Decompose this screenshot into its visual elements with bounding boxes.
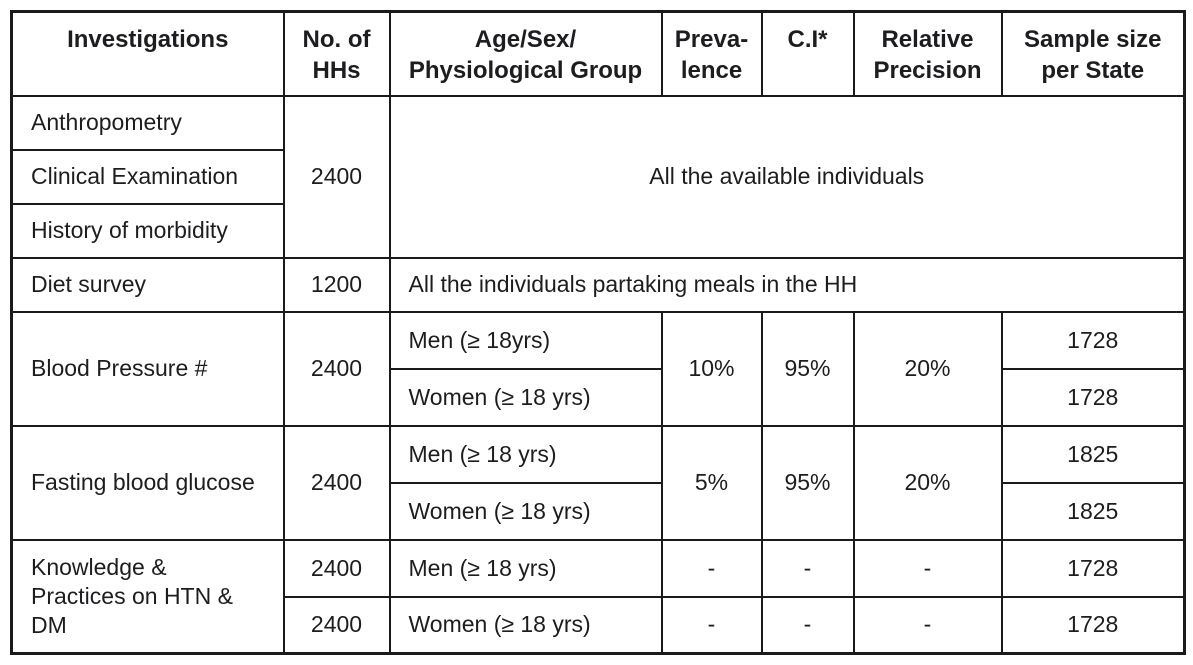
cell-investigation-fasting-glucose: Fasting blood glucose: [10, 424, 285, 541]
cell-sample-bp-men: 1728: [1000, 310, 1186, 370]
cell-precision-knowledge-women: -: [852, 595, 1003, 655]
cell-group-knowledge-men: Men (≥ 18 yrs): [388, 538, 663, 598]
cell-sample-knowledge-men: 1728: [1000, 538, 1186, 598]
cell-investigation-diet-survey: Diet survey: [10, 256, 285, 313]
cell-hhs-diet: 1200: [282, 256, 391, 313]
cell-ci-knowledge-women: -: [760, 595, 855, 655]
cell-sample-fbg-women: 1825: [1000, 481, 1186, 541]
cell-investigation-history-of-morbidity: History of morbidity: [10, 202, 285, 259]
cell-prevalence-knowledge-men: -: [660, 538, 763, 598]
cell-ci-fbg: 95%: [760, 424, 855, 541]
cell-prevalence-fbg: 5%: [660, 424, 763, 541]
col-header-investigations: Investigations: [10, 10, 285, 97]
cell-hhs-knowledge-women: 2400: [282, 595, 391, 655]
row-history-of-morbidity: History of morbidity: [10, 202, 1185, 259]
cell-ci-bp: 95%: [760, 310, 855, 427]
row-clinical-examination: Clinical Examination: [10, 148, 1185, 205]
cell-precision-bp: 20%: [852, 310, 1003, 427]
row-anthropometry: Anthropometry 2400 All the available ind…: [10, 94, 1186, 259]
cell-group-bp-men: Men (≥ 18yrs): [388, 310, 663, 370]
col-header-age-sex-group: Age/Sex/ Physiological Group: [388, 10, 663, 97]
cell-sample-knowledge-women: 1728: [1000, 595, 1186, 655]
col-header-ci: C.I*: [760, 10, 855, 97]
row-fasting-glucose-men: Fasting blood glucose 2400 Men (≥ 18 yrs…: [10, 424, 1186, 541]
cell-prevalence-bp: 10%: [660, 310, 763, 427]
investigations-sampling-table: Investigations No. of HHs Age/Sex/ Physi…: [10, 10, 1186, 655]
cell-hhs-general: 2400: [282, 94, 391, 259]
cell-investigation-anthropometry: Anthropometry: [10, 94, 285, 151]
cell-note-partaking-meals: All the individuals partaking meals in t…: [388, 256, 1186, 313]
cell-sample-bp-women: 1728: [1000, 367, 1186, 427]
cell-investigation-blood-pressure: Blood Pressure #: [10, 310, 285, 427]
header-row: Investigations No. of HHs Age/Sex/ Physi…: [10, 10, 1186, 97]
row-diet-survey: Diet survey 1200 All the individuals par…: [10, 256, 1186, 313]
row-blood-pressure-women: Women (≥ 18 yrs) 1728: [12, 367, 1186, 427]
cell-sample-fbg-men: 1825: [1000, 424, 1186, 484]
col-header-prevalence: Preva- lence: [660, 10, 763, 97]
cell-note-all-available: All the available individuals: [388, 94, 1186, 259]
col-header-relative-precision: Relative Precision: [852, 10, 1003, 97]
cell-prevalence-knowledge-women: -: [660, 595, 763, 655]
cell-precision-knowledge-men: -: [852, 538, 1003, 598]
row-blood-pressure-men: Blood Pressure # 2400 Men (≥ 18yrs) 10% …: [10, 310, 1186, 427]
cell-ci-knowledge-men: -: [760, 538, 855, 598]
cell-group-fbg-women: Women (≥ 18 yrs): [388, 481, 663, 541]
cell-hhs-knowledge-men: 2400: [282, 538, 391, 598]
row-knowledge-men: Knowledge & Practices on HTN & DM 2400 M…: [10, 538, 1186, 655]
cell-investigation-knowledge: Knowledge & Practices on HTN & DM: [10, 538, 285, 655]
col-header-sample-size: Sample size per State: [1000, 10, 1186, 97]
cell-hhs-fasting-glucose: 2400: [282, 424, 391, 541]
row-fasting-glucose-women: Women (≥ 18 yrs) 1825: [12, 481, 1186, 541]
cell-investigation-clinical-examination: Clinical Examination: [10, 148, 285, 205]
cell-group-fbg-men: Men (≥ 18 yrs): [388, 424, 663, 484]
cell-precision-fbg: 20%: [852, 424, 1003, 541]
cell-group-knowledge-women: Women (≥ 18 yrs): [388, 595, 663, 655]
row-knowledge-women: 2400 Women (≥ 18 yrs) - - - 1728: [12, 595, 1186, 655]
cell-hhs-blood-pressure: 2400: [282, 310, 391, 427]
cell-group-bp-women: Women (≥ 18 yrs): [388, 367, 663, 427]
col-header-no-of-hhs: No. of HHs: [282, 10, 391, 97]
